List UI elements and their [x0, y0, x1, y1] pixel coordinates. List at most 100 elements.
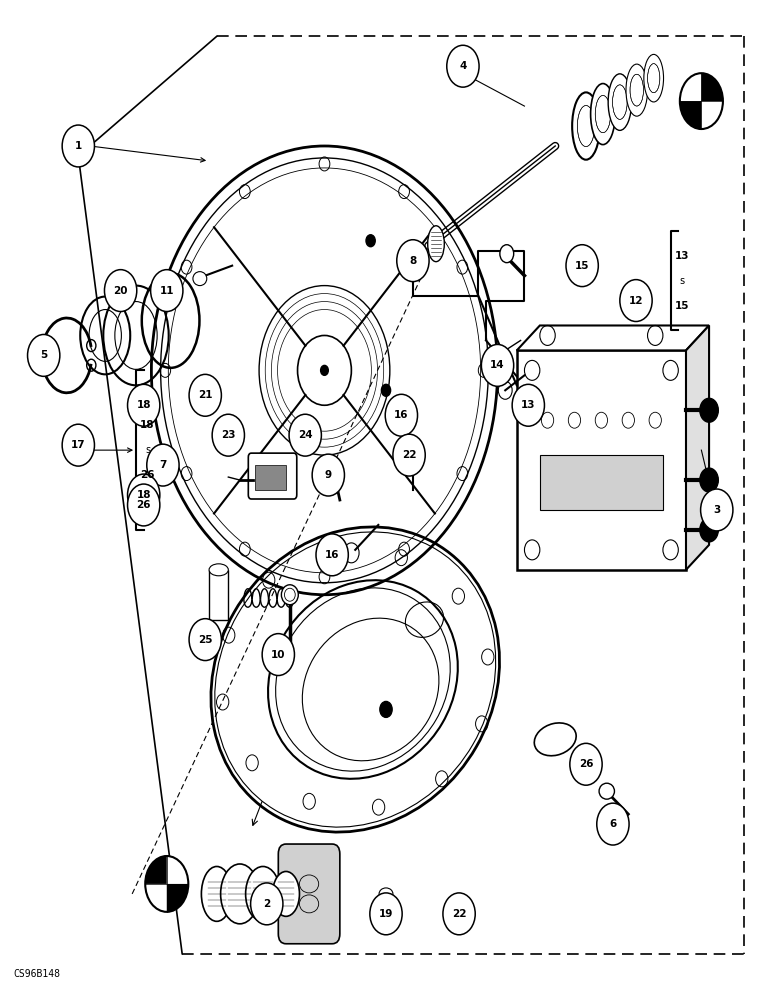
- Polygon shape: [167, 884, 188, 912]
- Polygon shape: [516, 325, 709, 350]
- Circle shape: [570, 743, 602, 785]
- Circle shape: [443, 893, 476, 935]
- Circle shape: [381, 384, 391, 396]
- Ellipse shape: [428, 226, 445, 262]
- Text: 22: 22: [402, 450, 416, 460]
- Circle shape: [251, 883, 283, 925]
- Text: 14: 14: [490, 360, 505, 370]
- Ellipse shape: [209, 564, 229, 576]
- Text: CS96B148: CS96B148: [13, 969, 60, 979]
- Text: 18: 18: [137, 490, 151, 500]
- Text: 12: 12: [628, 296, 643, 306]
- Circle shape: [447, 45, 479, 87]
- Circle shape: [701, 489, 733, 531]
- Circle shape: [127, 474, 160, 516]
- Polygon shape: [145, 856, 167, 884]
- Ellipse shape: [379, 888, 393, 900]
- Text: 18: 18: [137, 400, 151, 410]
- Circle shape: [316, 534, 348, 576]
- Text: 26: 26: [579, 759, 593, 769]
- FancyBboxPatch shape: [279, 844, 340, 944]
- Circle shape: [620, 280, 652, 321]
- Ellipse shape: [608, 74, 631, 130]
- Text: 18: 18: [141, 420, 155, 430]
- Circle shape: [397, 240, 429, 282]
- Ellipse shape: [201, 866, 232, 921]
- Ellipse shape: [281, 585, 298, 605]
- Polygon shape: [702, 73, 723, 101]
- Ellipse shape: [644, 54, 664, 102]
- Circle shape: [63, 125, 94, 167]
- Ellipse shape: [273, 871, 300, 916]
- Ellipse shape: [193, 272, 207, 286]
- Bar: [256, 465, 286, 490]
- Circle shape: [212, 414, 245, 456]
- Ellipse shape: [591, 84, 615, 145]
- Circle shape: [380, 701, 392, 717]
- Circle shape: [63, 424, 94, 466]
- Circle shape: [312, 454, 344, 496]
- Ellipse shape: [626, 64, 648, 116]
- Bar: [540, 455, 663, 510]
- Ellipse shape: [221, 864, 259, 924]
- Text: 2: 2: [263, 899, 270, 909]
- Polygon shape: [686, 325, 709, 570]
- Text: 3: 3: [713, 505, 720, 515]
- Circle shape: [104, 270, 137, 312]
- Circle shape: [189, 619, 222, 661]
- Ellipse shape: [245, 866, 280, 921]
- Ellipse shape: [572, 92, 600, 160]
- Circle shape: [597, 803, 629, 845]
- Circle shape: [453, 901, 466, 917]
- Text: 13: 13: [675, 251, 689, 261]
- Circle shape: [127, 384, 160, 426]
- Circle shape: [482, 344, 513, 386]
- Circle shape: [700, 518, 718, 542]
- Circle shape: [566, 245, 598, 287]
- Text: 15: 15: [675, 301, 689, 311]
- Circle shape: [499, 245, 513, 263]
- Circle shape: [680, 73, 723, 129]
- Text: 4: 4: [459, 61, 466, 71]
- Text: 24: 24: [298, 430, 313, 440]
- Text: 25: 25: [198, 635, 212, 645]
- Circle shape: [700, 468, 718, 492]
- Text: 6: 6: [609, 819, 617, 829]
- Circle shape: [151, 270, 183, 312]
- Circle shape: [393, 434, 425, 476]
- Circle shape: [320, 365, 328, 375]
- Text: s: s: [145, 445, 150, 455]
- Bar: [516, 350, 686, 570]
- Circle shape: [700, 398, 718, 422]
- Circle shape: [289, 414, 321, 456]
- Text: 8: 8: [409, 256, 417, 266]
- Circle shape: [147, 444, 179, 486]
- Text: 1: 1: [75, 141, 82, 151]
- FancyBboxPatch shape: [249, 453, 296, 499]
- Text: 20: 20: [113, 286, 128, 296]
- Text: 10: 10: [271, 650, 286, 660]
- Circle shape: [370, 893, 402, 935]
- Ellipse shape: [323, 456, 334, 468]
- Circle shape: [189, 374, 222, 416]
- Text: 11: 11: [160, 286, 174, 296]
- Circle shape: [366, 235, 375, 247]
- Circle shape: [228, 439, 237, 451]
- Circle shape: [127, 484, 160, 526]
- Text: 22: 22: [452, 909, 466, 919]
- Circle shape: [512, 384, 544, 426]
- Text: 5: 5: [40, 350, 47, 360]
- Text: 23: 23: [221, 430, 235, 440]
- Text: 26: 26: [141, 470, 155, 480]
- Polygon shape: [680, 101, 702, 129]
- Text: 26: 26: [137, 500, 151, 510]
- Circle shape: [385, 394, 418, 436]
- Text: s: s: [679, 276, 685, 286]
- Circle shape: [145, 856, 188, 912]
- Circle shape: [28, 334, 60, 376]
- Text: 7: 7: [159, 460, 167, 470]
- Text: 13: 13: [521, 400, 536, 410]
- Text: 15: 15: [575, 261, 589, 271]
- Bar: [209, 570, 229, 620]
- Text: 21: 21: [198, 390, 212, 400]
